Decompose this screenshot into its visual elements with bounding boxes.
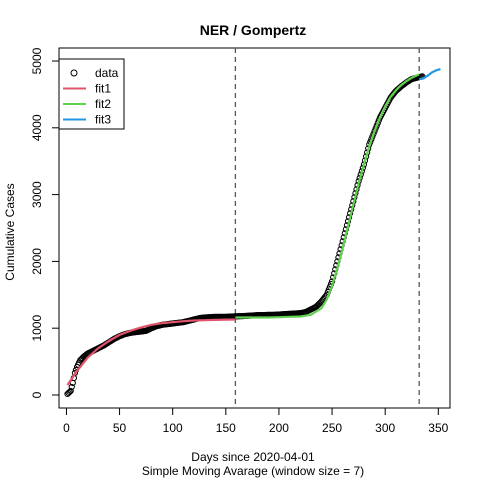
legend-label-fit2: fit2 xyxy=(95,97,111,111)
x-tick-label: 350 xyxy=(428,421,448,435)
legend-label-data: data xyxy=(95,66,119,80)
data-point xyxy=(67,387,74,395)
y-tick-label: 5000 xyxy=(30,47,44,74)
x-axis-subcaption: Simple Moving Avarage (window size = 7) xyxy=(142,464,364,478)
legend-symbol-data xyxy=(70,69,78,77)
x-tick-label: 150 xyxy=(216,421,236,435)
data-point xyxy=(66,388,73,396)
vertical-reference-lines xyxy=(234,48,420,408)
x-axis: 0 50 100 150 200 250 300 350 xyxy=(63,407,449,435)
x-tick-label: 50 xyxy=(113,421,127,435)
fit2-line xyxy=(235,73,420,319)
y-tick-label: 1000 xyxy=(30,315,44,342)
legend-box xyxy=(58,58,125,130)
legend-label-fit3: fit3 xyxy=(95,113,111,127)
y-tick-label: 3000 xyxy=(30,181,44,208)
fit1-line xyxy=(66,318,236,386)
x-tick-label: 200 xyxy=(269,421,289,435)
chart-title: NER / Gompertz xyxy=(200,22,307,38)
legend-label-fit1: fit1 xyxy=(95,82,111,96)
x-tick-label: 100 xyxy=(163,421,183,435)
x-tick-label: 300 xyxy=(375,421,395,435)
x-axis-label: Days since 2020-04-01 xyxy=(191,450,315,464)
fit-lines xyxy=(66,67,441,386)
y-tick-label: 2000 xyxy=(30,248,44,275)
x-tick-label: 0 xyxy=(63,421,70,435)
fit3-line xyxy=(419,67,441,81)
y-tick-label: 4000 xyxy=(30,114,44,141)
x-tick-label: 250 xyxy=(322,421,342,435)
y-tick-label: 0 xyxy=(30,391,44,398)
y-axis: 0 1000 2000 3000 4000 5000 xyxy=(30,47,60,398)
y-axis-label: Cumulative Cases xyxy=(3,183,17,280)
data-point xyxy=(68,383,75,391)
